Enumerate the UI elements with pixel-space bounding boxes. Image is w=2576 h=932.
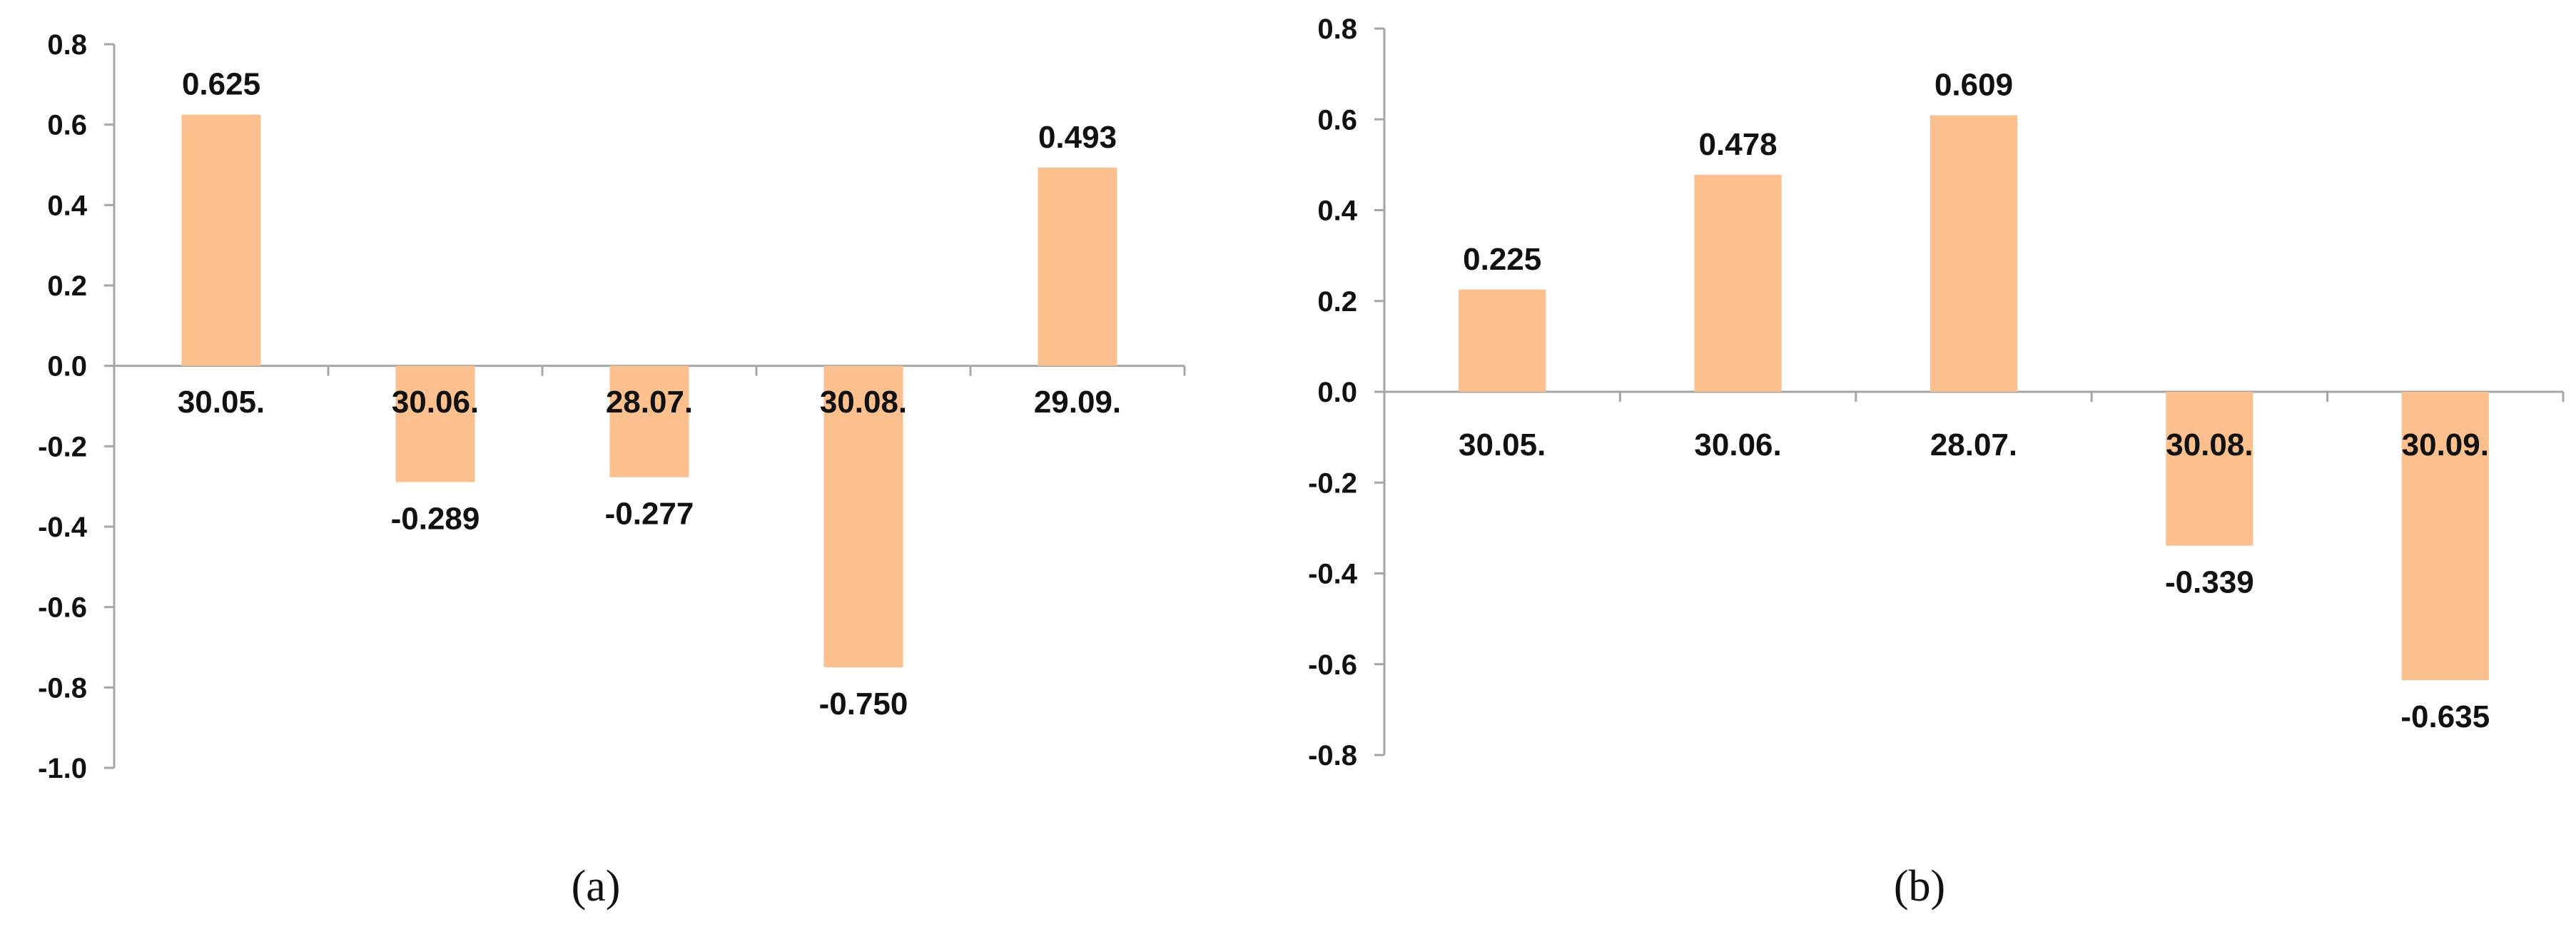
- y-tick-label: 0.2: [47, 270, 87, 302]
- chart-panel-b: 0.8 0.6 0.4 0.2 0.0 -0.2 -0.4 -0.6 -0.8 30.05. 30.…: [1308, 14, 2565, 771]
- bar-b-2: [1694, 174, 1782, 392]
- data-label: 0.478: [1699, 127, 1778, 162]
- bar-a-1: [181, 114, 261, 366]
- bar-a-3: [609, 365, 689, 477]
- chart-panel-a: 0.8 0.6 0.4 0.2 0.0 -0.2 -0.4 -0.6 -0.8 -1.0 30.05…: [38, 29, 1186, 784]
- y-tick-label: 0.0: [1317, 377, 1357, 408]
- y-tick-label: -0.2: [1308, 467, 1357, 499]
- y-tick-label: -0.8: [1308, 740, 1357, 771]
- data-label: 0.493: [1038, 120, 1117, 155]
- data-label: 0.225: [1463, 242, 1541, 277]
- panel-label-b: (b): [1894, 862, 1945, 911]
- y-tick-label: -0.2: [38, 431, 87, 462]
- data-label: -0.635: [2400, 699, 2490, 734]
- bar-b-1: [1459, 289, 1546, 392]
- category-label: 30.06.: [1694, 427, 1781, 462]
- y-tick-label: 0.6: [1317, 104, 1357, 136]
- bar-b-5: [2401, 392, 2489, 681]
- y-tick-label: 0.2: [1317, 286, 1357, 318]
- y-tick-label: 0.6: [47, 110, 87, 141]
- category-label: 28.07.: [606, 385, 693, 420]
- category-label: 30.08.: [2166, 427, 2253, 462]
- category-label: 29.09.: [1034, 385, 1121, 420]
- data-label: -0.289: [391, 501, 480, 536]
- category-label: 30.08.: [820, 385, 907, 420]
- y-tick-label: -0.6: [1308, 649, 1357, 681]
- y-tick-label: -0.6: [38, 592, 87, 624]
- bar-a-2: [395, 365, 475, 482]
- y-tick-label: 0.4: [1317, 196, 1357, 227]
- data-label: -0.750: [819, 687, 908, 721]
- category-label: 30.05.: [178, 385, 265, 420]
- data-label: 0.625: [182, 67, 260, 102]
- bar-b-3: [1930, 115, 2018, 392]
- y-tick-label: 0.4: [47, 190, 87, 221]
- category-label: 28.07.: [1930, 427, 2017, 462]
- bar-b-4: [2166, 392, 2253, 546]
- y-tick-label: -0.4: [1308, 559, 1358, 590]
- bar-a-5: [1038, 167, 1117, 366]
- y-tick-label: 0.8: [1317, 14, 1357, 45]
- data-label: -0.339: [2165, 565, 2254, 600]
- category-label: 30.05.: [1459, 427, 1546, 462]
- y-tick-label: -0.4: [38, 512, 88, 543]
- y-tick-label: -0.8: [38, 672, 87, 704]
- category-label: 30.06.: [392, 385, 479, 420]
- y-tick-label: -1.0: [38, 753, 87, 784]
- y-tick-label: 0.0: [47, 351, 87, 383]
- category-label: 30.09.: [2402, 427, 2489, 462]
- data-label: -0.277: [605, 497, 694, 532]
- bar-a-4: [823, 365, 903, 668]
- panel-label-a: (a): [572, 862, 621, 911]
- data-label: 0.609: [1934, 68, 2013, 103]
- y-tick-label: 0.8: [47, 29, 87, 61]
